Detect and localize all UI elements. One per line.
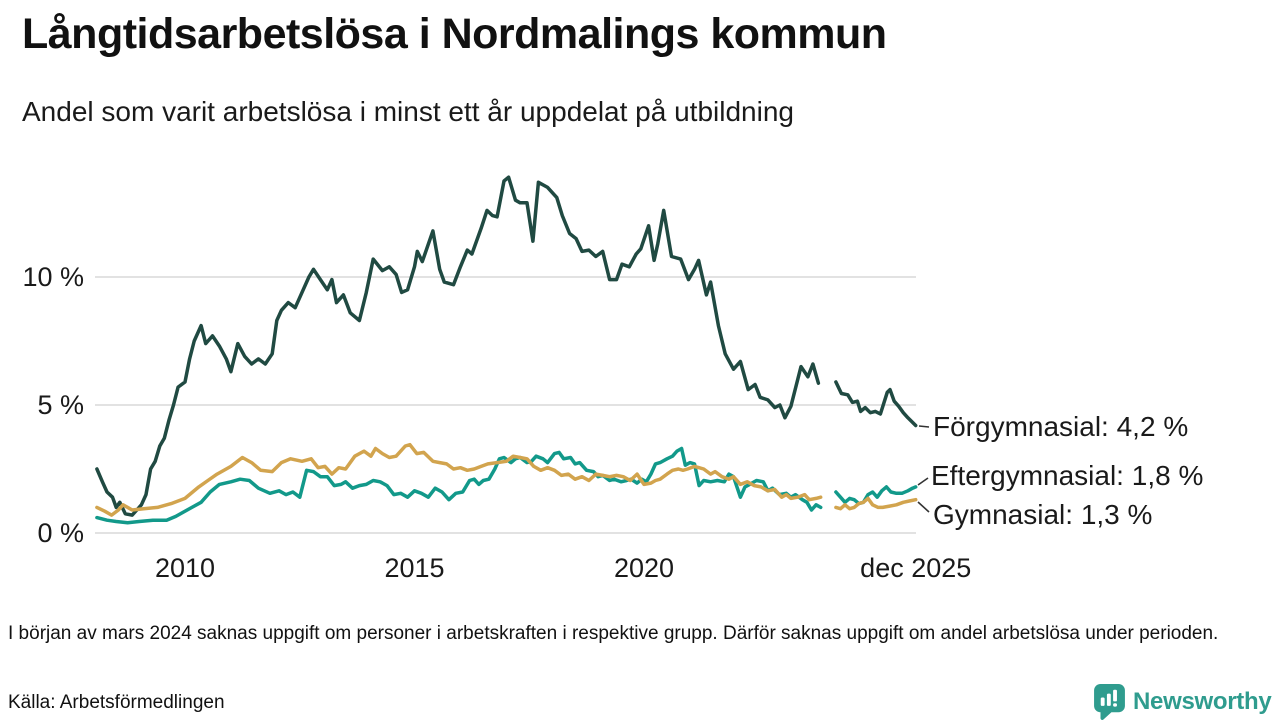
newsworthy-logo: Newsworthy bbox=[1094, 684, 1272, 720]
series-line-eftergymnasial bbox=[95, 446, 823, 525]
series-line-förgymnasial bbox=[95, 175, 821, 517]
series-line-gymnasial bbox=[95, 442, 823, 517]
annotation-connector-eftergymnasial bbox=[917, 477, 929, 486]
series-line-eftergymnasial bbox=[834, 485, 918, 506]
x-tick-label: dec 2025 bbox=[860, 553, 971, 583]
page-title: Långtidsarbetslösa i Nordmalings kommun bbox=[22, 10, 887, 58]
y-tick-label: 10 % bbox=[22, 262, 84, 292]
series-line-gymnasial bbox=[834, 496, 918, 511]
x-tick-label: 2010 bbox=[155, 553, 215, 583]
chart-area: 0 % 5 % 10 % 2010 2015 2020 dec 2025 Förgymnasi… bbox=[0, 150, 1280, 605]
series-end-label-gymnasial: Gymnasial: 1,3 % bbox=[933, 499, 1152, 530]
footnote: I början av mars 2024 saknas uppgift om … bbox=[8, 623, 1219, 644]
bar-chart-pin-icon bbox=[1094, 684, 1125, 720]
logo-wordmark: Newsworthy bbox=[1133, 688, 1272, 715]
page-subtitle: Andel som varit arbetslösa i minst ett å… bbox=[22, 96, 794, 127]
series-line-förgymnasial bbox=[834, 380, 918, 428]
unemployment-line-chart: 0 % 5 % 10 % 2010 2015 2020 dec 2025 Förgymnasi… bbox=[22, 175, 1203, 583]
annotation-connector-gymnasial bbox=[917, 501, 930, 513]
y-tick-label: 0 % bbox=[37, 518, 84, 548]
source-line: Källa: Arbetsförmedlingen bbox=[8, 692, 225, 713]
x-tick-label: 2015 bbox=[384, 553, 444, 583]
series-end-label-eftergymnasial: Eftergymnasial: 1,8 % bbox=[931, 460, 1203, 491]
series-end-label-förgymnasial: Förgymnasial: 4,2 % bbox=[933, 411, 1188, 442]
y-tick-label: 5 % bbox=[37, 390, 84, 420]
annotation-connector-förgymnasial bbox=[918, 425, 930, 428]
x-tick-label: 2020 bbox=[614, 553, 674, 583]
